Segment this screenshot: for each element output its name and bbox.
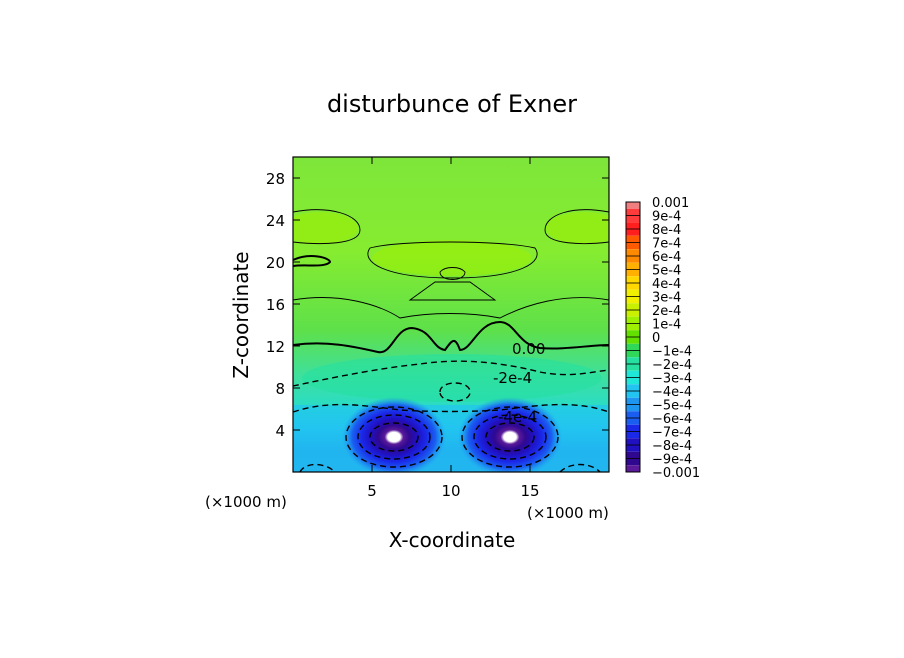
vortex-left <box>342 397 446 472</box>
colorbar-label: 7e-4 <box>652 237 681 252</box>
y-tick-label: 20 <box>266 254 285 272</box>
vortex-right <box>458 397 562 472</box>
contour-lines <box>293 209 609 319</box>
colorbar-label: 8e-4 <box>652 223 681 238</box>
y-tick-label: 8 <box>275 380 285 398</box>
colorbar-label: −5e-4 <box>652 399 692 414</box>
colorbar-label: −8e-4 <box>652 439 692 454</box>
colorbar-label: −1e-4 <box>652 345 692 360</box>
x-axis-ticks: 5 10 15 <box>367 157 540 500</box>
colorbar-label: −4e-4 <box>652 385 692 400</box>
colorbar-label: 3e-4 <box>652 291 681 306</box>
colorbar-label: 1e-4 <box>652 318 681 333</box>
y-axis-ticks: 4 8 12 16 20 24 28 <box>266 170 609 440</box>
colorbar-label: −0.001 <box>652 466 700 481</box>
y-axis-label: Z-coordinate <box>229 251 253 378</box>
colorbar-label: 2e-4 <box>652 304 681 319</box>
contour-label-4e4: -4e-4 <box>498 408 537 426</box>
colorbar-label: 0 <box>652 331 660 346</box>
chart-title: disturbunce of Exner <box>327 90 577 118</box>
cyan-region <box>302 354 602 402</box>
colorbar-label: −3e-4 <box>652 372 692 387</box>
y-tick-label: 16 <box>266 296 285 314</box>
x-tick-label: 5 <box>367 482 377 500</box>
colorbar-label: −7e-4 <box>652 426 692 441</box>
y-tick-label: 4 <box>275 422 285 440</box>
colorbar-label: 6e-4 <box>652 250 681 265</box>
x-axis-label: X-coordinate <box>389 528 516 552</box>
colorbar-swatch <box>626 465 640 472</box>
plot-area: 0.00 -2e-4 -4e-4 <box>293 157 609 472</box>
colorbar-label: −9e-4 <box>652 453 692 468</box>
negative-contours <box>293 360 609 472</box>
colorbar-swatch <box>626 202 640 209</box>
x-unit-label: (×1000 m) <box>527 504 609 522</box>
colorbar-label: 0.001 <box>652 196 689 211</box>
light-green-bands <box>293 212 609 276</box>
y-tick-label: 28 <box>266 170 285 188</box>
x-tick-label: 10 <box>441 482 460 500</box>
colorbar-label: −6e-4 <box>652 412 692 427</box>
y-tick-label: 24 <box>266 212 285 230</box>
x-tick-label: 15 <box>520 482 539 500</box>
contour-label-zero: 0.00 <box>512 340 545 358</box>
colorbar-label: 4e-4 <box>652 277 681 292</box>
colorbar-label: 5e-4 <box>652 264 681 279</box>
contour-label-2e4: -2e-4 <box>493 369 532 387</box>
colorbar: 0.0019e-48e-47e-46e-45e-44e-43e-42e-41e-… <box>625 196 700 481</box>
y-unit-label: (×1000 m) <box>205 493 287 511</box>
y-tick-label: 12 <box>266 338 285 356</box>
contour-label-group: 0.00 -2e-4 -4e-4 <box>493 340 545 426</box>
zero-contour <box>293 255 609 354</box>
colorbar-label: 9e-4 <box>652 210 681 225</box>
colorbar-label: −2e-4 <box>652 358 692 373</box>
